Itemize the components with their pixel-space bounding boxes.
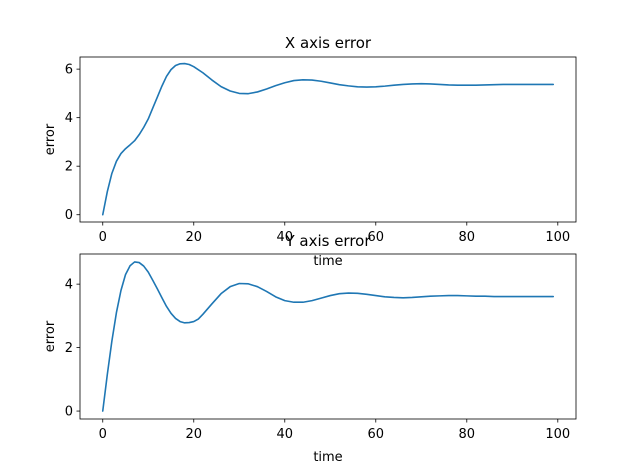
x-tick-label: 100 [545,230,570,245]
x-tick-label: 20 [185,230,202,245]
x-tick-label: 80 [459,230,476,245]
y-tick-label: 4 [65,111,73,126]
series-line [101,62,555,216]
y-axis-error-panel: time error 0 20 40 60 80 100 0 2 4 [43,253,577,465]
y-tick-label: 2 [65,160,73,175]
x-tick-label: 40 [276,230,293,245]
plot-frame [79,253,577,420]
x-tick-label: 60 [368,427,385,442]
x-axis-label: time [313,450,342,465]
y-tick-label: 4 [65,278,73,293]
chart-title: X axis error [285,34,372,52]
x-axis-error-panel: X axis error time error 0 20 40 60 80 100 0 2 4 6 [43,34,577,269]
y-tick-label: 0 [65,405,73,420]
y-tick-label: 6 [65,63,73,78]
x-tick-label: 60 [368,230,385,245]
x-tick-label: 20 [185,427,202,442]
x-tick-label: 0 [99,427,107,442]
x-axis-label: time [313,254,342,269]
x-tick-label: 100 [545,427,570,442]
series-line [101,261,555,412]
x-tick-label: 40 [276,427,293,442]
y-axis-label: error [43,320,58,352]
plot-frame [79,56,577,223]
y-axis-label: error [43,123,58,155]
chart-title: Y axis error [284,232,371,250]
y-tick-label: 2 [65,341,73,356]
x-tick-label: 80 [459,427,476,442]
y-tick-label: 0 [65,208,73,223]
x-tick-label: 0 [99,230,107,245]
